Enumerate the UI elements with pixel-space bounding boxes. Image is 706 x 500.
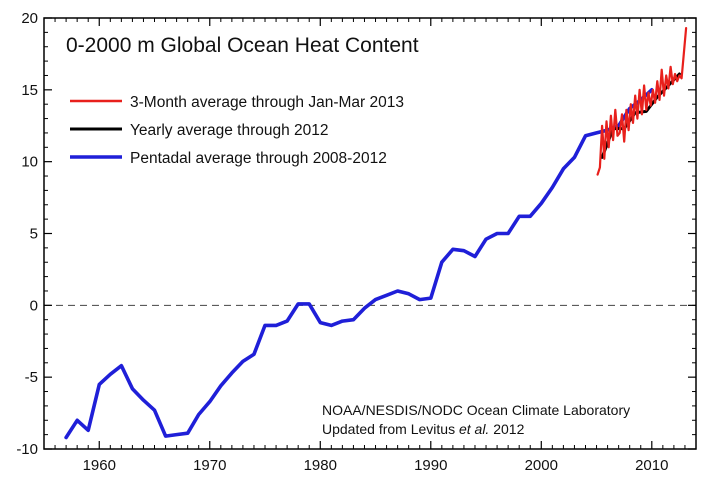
x-tick-label: 1980 xyxy=(304,457,337,474)
x-tick-label: 2010 xyxy=(635,457,668,474)
x-tick-label: 1970 xyxy=(193,457,226,474)
legend-label-3-month: 3-Month average through Jan-Mar 2013 xyxy=(130,94,404,111)
y-tick-label: 15 xyxy=(21,82,38,99)
series-layer xyxy=(64,27,688,440)
y-tick-label: 0 xyxy=(30,297,38,314)
legend-label-pentadal: Pentadal average through 2008-2012 xyxy=(130,150,387,167)
y-tick-label: 5 xyxy=(30,226,38,243)
credit-year: 2012 xyxy=(493,421,524,437)
y-tick-label: 20 xyxy=(21,10,38,27)
credit-annotation: NOAA/NESDIS/NODC Ocean Climate Laborator… xyxy=(322,402,630,437)
y-tick-label: -10 xyxy=(16,441,38,458)
tick-layer: 1960 1970 1980 1990 2000 2010 -10 -5 0 5 10 15 20 xyxy=(16,10,697,474)
series-pentadal-average xyxy=(64,88,654,440)
y-tick-label: -5 xyxy=(25,369,38,386)
legend: 3-Month average through Jan-Mar 2013 Yea… xyxy=(70,94,404,167)
chart-title: 0-2000 m Global Ocean Heat Content xyxy=(66,34,419,57)
legend-label-yearly: Yearly average through 2012 xyxy=(130,122,329,139)
x-tick-label: 2000 xyxy=(525,457,558,474)
series-3-month-average xyxy=(596,27,688,176)
credit-source: Updated from Levitus xyxy=(322,421,455,437)
credit-et-al: et al. xyxy=(459,421,489,437)
credit-line-1: NOAA/NESDIS/NODC Ocean Climate Laborator… xyxy=(322,402,630,418)
credit-line-2: Updated from Levitus et al. 2012 xyxy=(322,421,525,437)
x-tick-label: 1960 xyxy=(83,457,116,474)
y-tick-label: 10 xyxy=(21,154,38,171)
x-tick-label: 1990 xyxy=(414,457,447,474)
